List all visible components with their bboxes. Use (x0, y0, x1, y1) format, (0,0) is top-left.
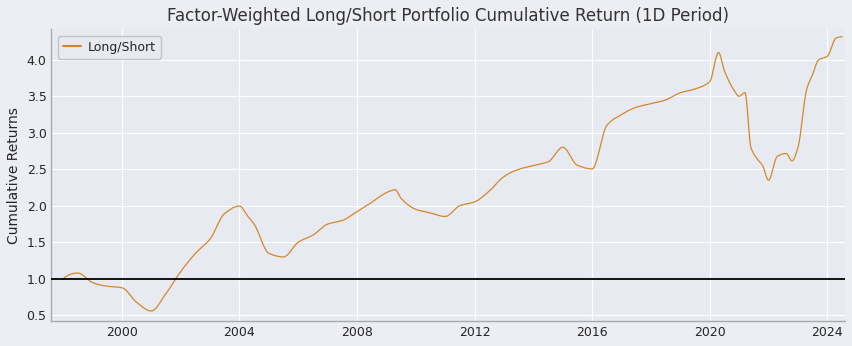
Y-axis label: Cumulative Returns: Cumulative Returns (7, 107, 21, 244)
Title: Factor-Weighted Long/Short Portfolio Cumulative Return (1D Period): Factor-Weighted Long/Short Portfolio Cum… (167, 7, 728, 25)
Legend: Long/Short: Long/Short (58, 36, 160, 58)
